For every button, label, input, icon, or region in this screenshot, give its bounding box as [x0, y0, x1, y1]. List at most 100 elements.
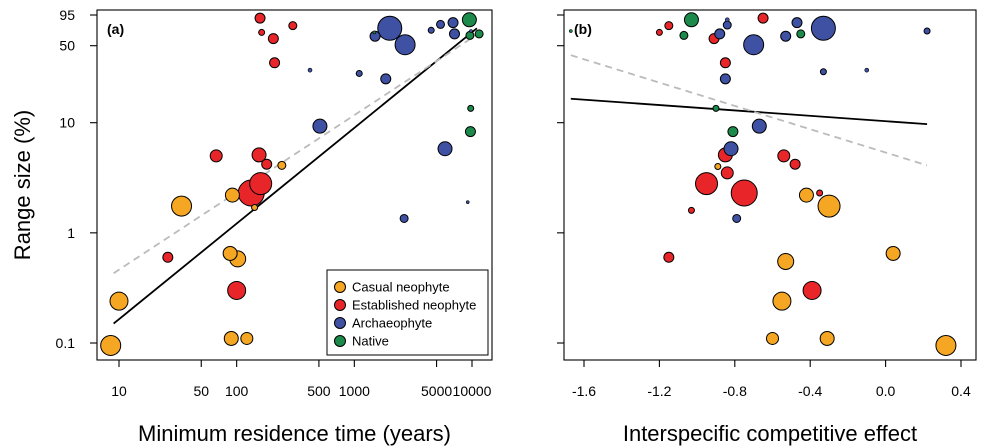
point-casual-neophyte	[222, 245, 238, 261]
point-established-neophyte	[267, 33, 279, 45]
point-archaeophyte	[312, 118, 328, 134]
point-native	[727, 126, 739, 138]
point-casual-neophyte	[100, 334, 122, 356]
panel-b: -1.6 -1.2 -0.8 -0.4 0.0 0.4 (b) Interspecific c…	[557, 9, 977, 446]
point-casual-neophyte	[935, 334, 957, 356]
point-archaeophyte	[399, 213, 409, 223]
legend-marker	[334, 281, 346, 293]
point-archaeophyte	[743, 34, 765, 56]
point-archaeophyte	[380, 73, 392, 85]
point-casual-neophyte	[224, 187, 240, 203]
point-established-neophyte	[249, 172, 273, 196]
point-casual-neophyte	[766, 331, 779, 345]
point-casual-neophyte	[777, 252, 795, 270]
legend-label: Native	[352, 334, 389, 349]
point-casual-neophyte	[109, 291, 129, 311]
point-archaeophyte	[436, 19, 446, 29]
point-archaeophyte	[723, 141, 739, 157]
point-archaeophyte	[923, 27, 931, 35]
x-tick-label: 50	[193, 383, 209, 399]
y-tick-label: 95	[59, 7, 75, 23]
x-tick-label: 1000	[339, 383, 370, 399]
x-tick-label: -1.2	[647, 383, 671, 399]
point-archaeophyte	[448, 28, 460, 40]
plot-frame	[563, 9, 977, 361]
point-casual-neophyte	[714, 163, 722, 171]
legend-box	[326, 269, 489, 356]
y-axis-title: Range size (%)	[10, 110, 35, 260]
point-archaeophyte	[714, 28, 726, 40]
point-native	[465, 30, 475, 40]
point-archaeophyte	[469, 29, 473, 33]
point-native	[569, 29, 573, 33]
legend-marker	[334, 299, 346, 311]
point-established-neophyte	[687, 206, 695, 214]
plot-frame	[96, 9, 493, 361]
point-casual-neophyte	[819, 330, 835, 346]
point-archaeophyte	[307, 67, 313, 73]
x-tick-label: -1.6	[572, 383, 596, 399]
point-archaeophyte	[751, 118, 767, 134]
fit-line-dashed	[113, 33, 478, 274]
x-tick-label: 0.0	[876, 383, 896, 399]
point-native	[474, 29, 484, 39]
fit-line-solid	[113, 27, 478, 325]
legend-label: Casual neophyte	[352, 280, 450, 295]
point-archaeophyte	[355, 69, 363, 77]
data-marks	[100, 12, 484, 356]
point-archaeophyte	[810, 15, 836, 41]
point-casual-neophyte	[772, 291, 792, 311]
point-archaeophyte	[732, 213, 742, 223]
point-established-neophyte	[663, 251, 675, 263]
x-axis-title: Minimum residence time (years)	[138, 421, 451, 446]
point-archaeophyte	[819, 68, 827, 76]
point-archaeophyte	[719, 73, 731, 85]
y-tick-label: 50	[59, 38, 75, 54]
point-casual-neophyte	[817, 194, 841, 218]
point-archaeophyte	[437, 141, 453, 157]
point-archaeophyte	[394, 34, 416, 56]
point-archaeophyte	[724, 17, 730, 23]
x-tick-label: 100	[225, 383, 249, 399]
legend-marker	[334, 317, 346, 329]
x-tick-label: 10000	[453, 383, 492, 399]
y-tick-label: 10	[59, 115, 75, 131]
legend: Casual neophyte Established neophyte Archa…	[326, 269, 489, 356]
point-established-neophyte	[730, 179, 758, 207]
point-established-neophyte	[720, 166, 734, 180]
point-established-neophyte	[162, 251, 174, 263]
point-established-neophyte	[288, 21, 298, 31]
y-tick-label: 0.1	[56, 335, 76, 351]
data-marks	[569, 12, 957, 356]
x-tick-label: 500	[307, 383, 331, 399]
point-established-neophyte	[757, 12, 769, 24]
y-tick-label: 1	[67, 225, 75, 241]
point-established-neophyte	[664, 21, 674, 31]
point-native	[467, 104, 475, 112]
point-established-neophyte	[816, 189, 824, 197]
x-tick-label: -0.4	[798, 383, 822, 399]
point-casual-neophyte	[798, 187, 814, 203]
point-casual-neophyte	[171, 195, 193, 217]
legend-marker	[334, 335, 346, 347]
point-archaeophyte	[791, 17, 803, 29]
legend-label: Archaeophyte	[352, 316, 432, 331]
point-established-neophyte	[254, 12, 266, 24]
fit-line-dashed	[570, 54, 928, 167]
panel-label: (b)	[574, 21, 592, 37]
point-established-neophyte	[261, 158, 273, 170]
point-native	[796, 29, 806, 39]
point-native	[683, 12, 699, 28]
point-archaeophyte	[427, 26, 435, 34]
point-casual-neophyte	[251, 203, 259, 211]
x-tick-label: -0.8	[723, 383, 747, 399]
point-native	[461, 12, 477, 28]
x-tick-label: 0.4	[951, 383, 971, 399]
point-established-neophyte	[258, 28, 266, 36]
point-casual-neophyte	[277, 160, 287, 170]
point-archaeophyte	[780, 30, 792, 42]
point-archaeophyte	[465, 200, 470, 204]
point-native	[712, 104, 720, 112]
point-archaeophyte	[722, 20, 732, 30]
